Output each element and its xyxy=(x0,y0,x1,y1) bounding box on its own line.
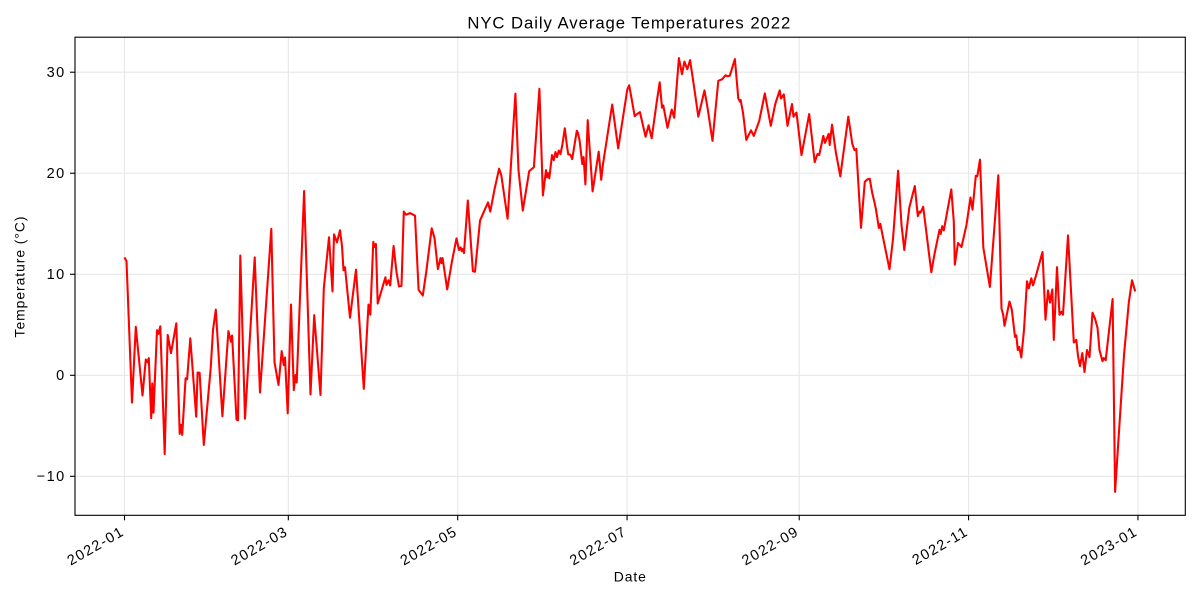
svg-text:NYC Daily Average Temperatures: NYC Daily Average Temperatures 2022 xyxy=(467,13,791,32)
svg-text:20: 20 xyxy=(47,166,66,182)
svg-text:30: 30 xyxy=(47,65,66,81)
svg-text:−10: −10 xyxy=(37,469,66,485)
svg-text:Date: Date xyxy=(614,569,647,585)
svg-text:Temperature (°C): Temperature (°C) xyxy=(12,216,28,338)
svg-text:10: 10 xyxy=(47,267,66,283)
svg-text:0: 0 xyxy=(56,368,65,384)
